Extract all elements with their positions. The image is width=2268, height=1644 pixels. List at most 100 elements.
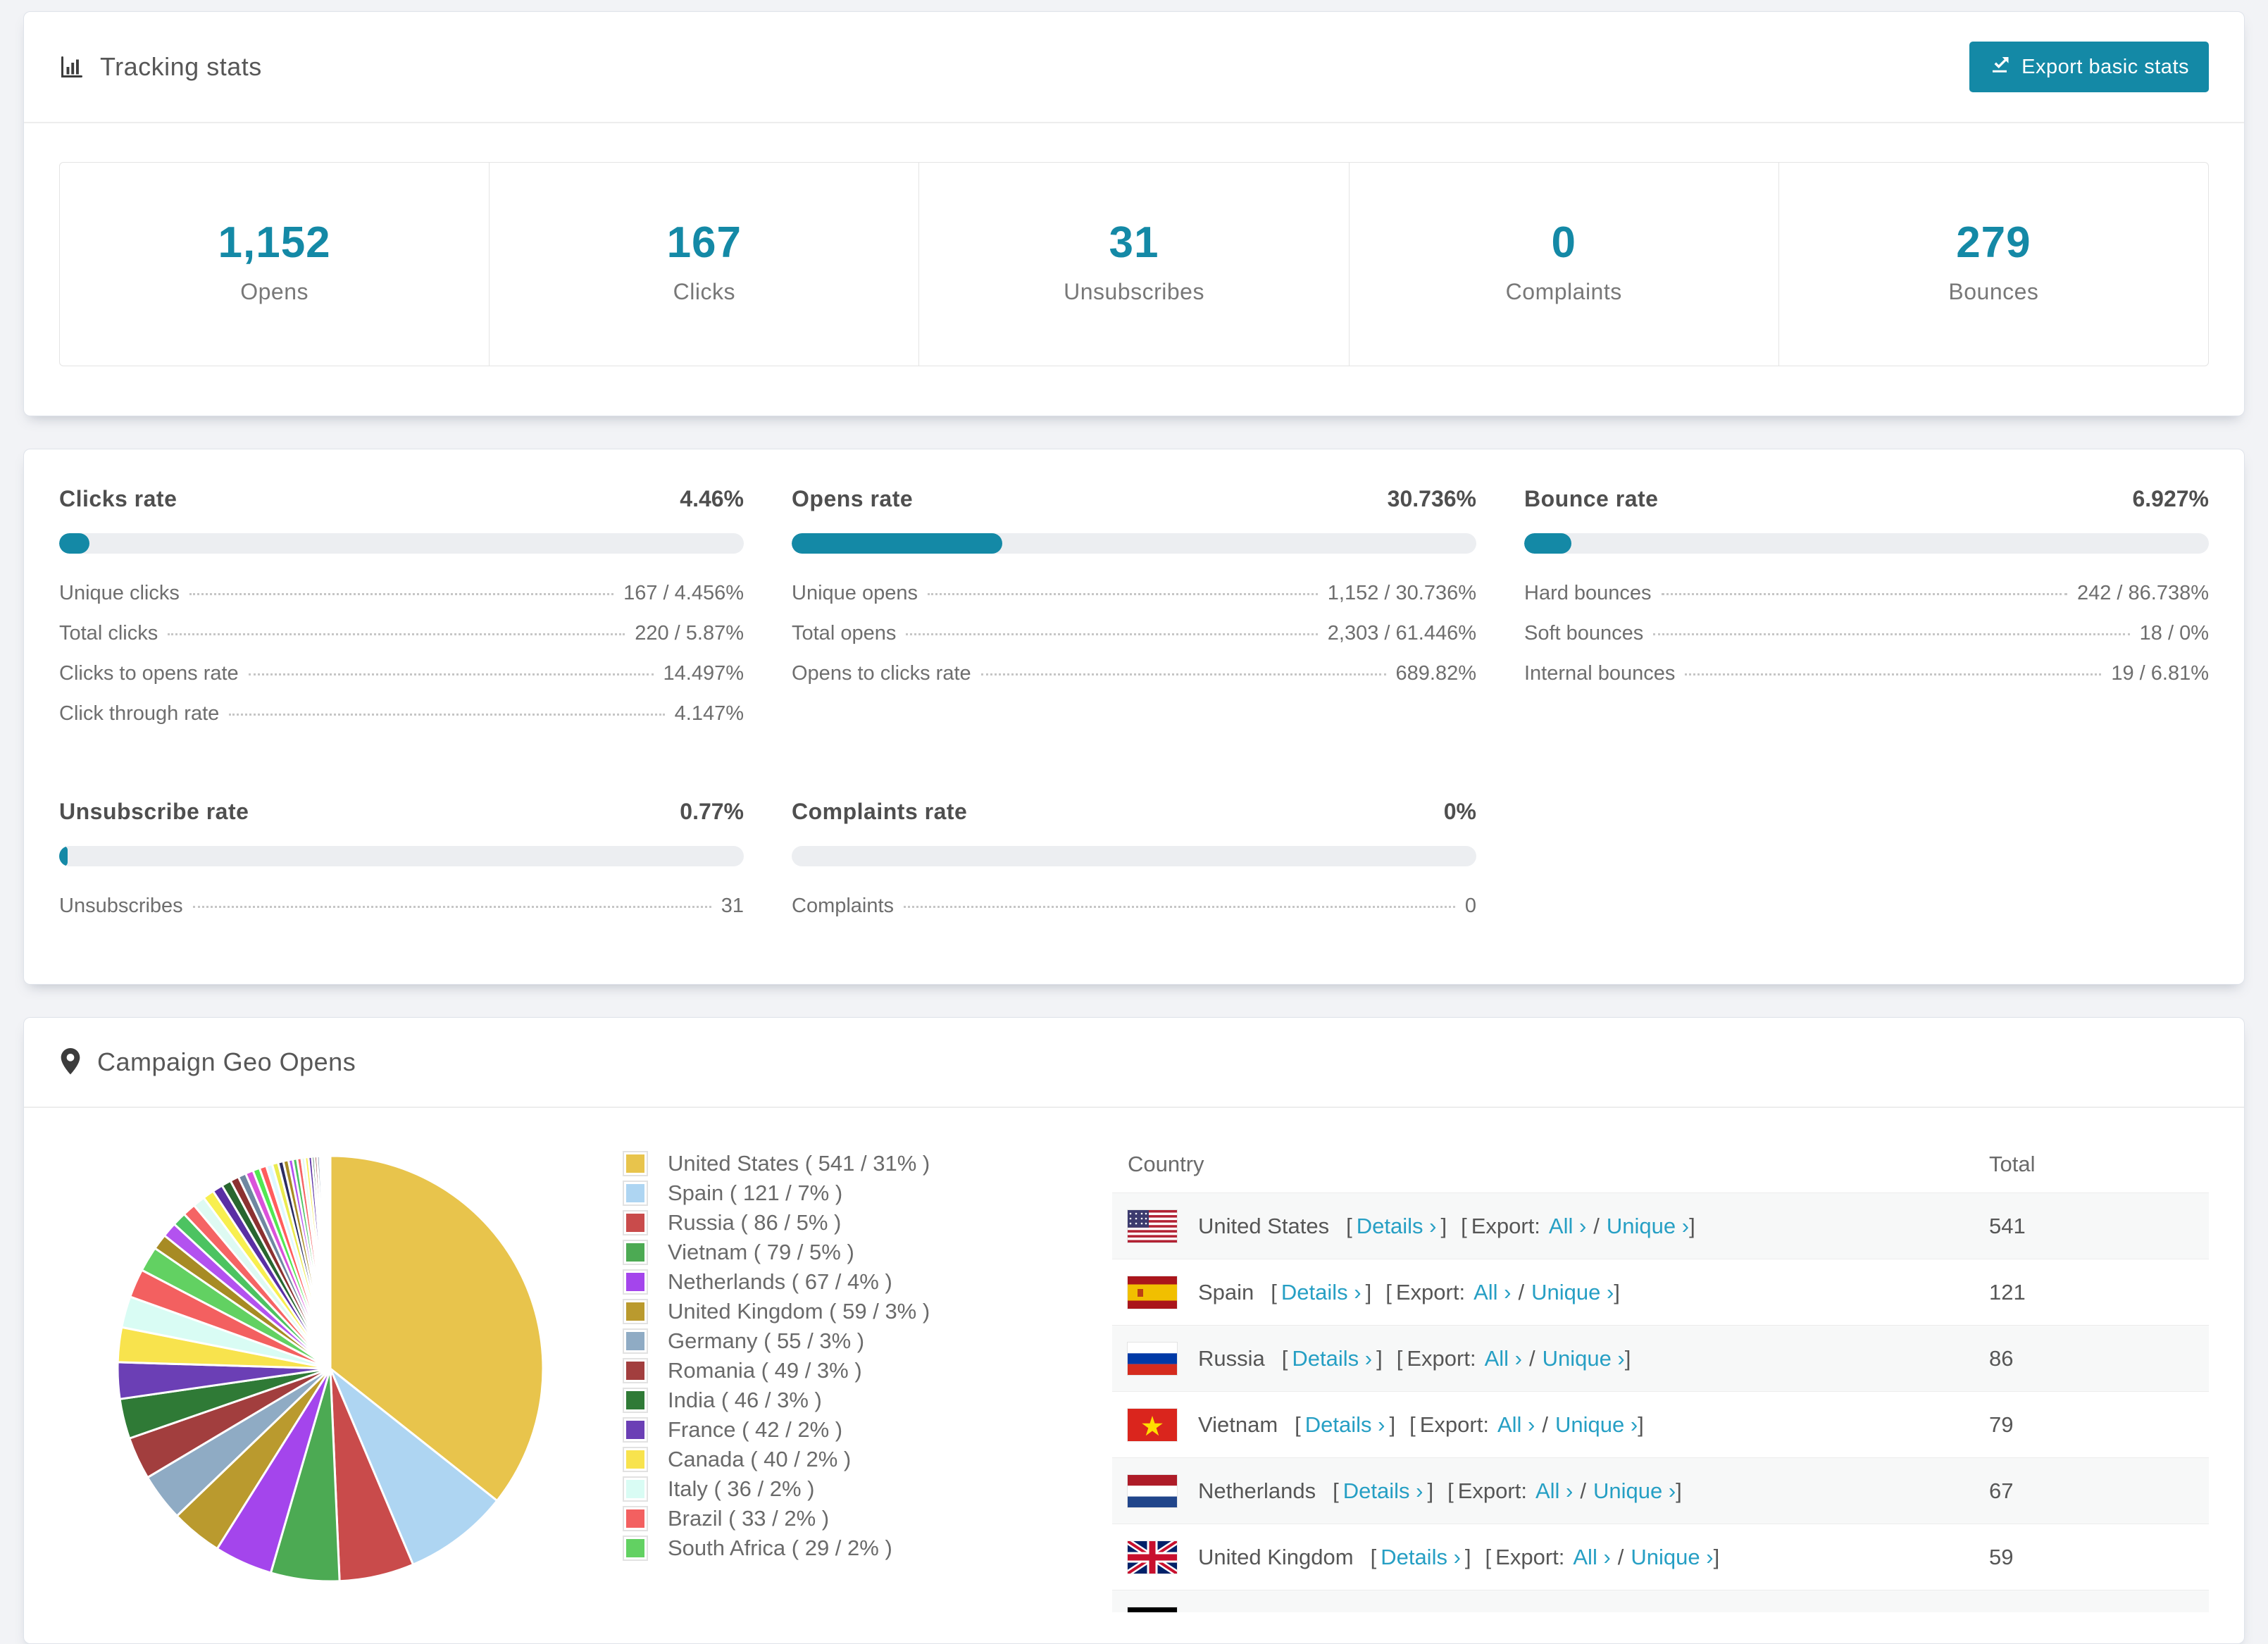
details-link[interactable]: Details ›	[1356, 1213, 1437, 1238]
rate-detail-label: Total clicks	[59, 622, 158, 644]
rate-detail-label: Click through rate	[59, 702, 220, 725]
total-cell: 79	[1989, 1412, 2014, 1437]
legend-item[interactable]: South Africa ( 29 / 2% )	[623, 1533, 1045, 1563]
export-unique-link[interactable]: Unique ›	[1606, 1213, 1690, 1238]
stats-strip: 1,152 Opens 167 Clicks 31 Unsubscribes 0…	[59, 162, 2209, 366]
legend-color-chip	[623, 1328, 648, 1354]
rates-card: Clicks rate 4.46% Unique clicks 167 / 4.…	[23, 449, 2245, 985]
legend-item[interactable]: Netherlands ( 67 / 4% )	[623, 1267, 1045, 1297]
page-title: Tracking stats	[100, 52, 262, 81]
export-label: Export:	[1430, 1611, 1499, 1613]
export-label: Export:	[1471, 1213, 1540, 1238]
legend-item[interactable]: Vietnam ( 79 / 5% )	[623, 1238, 1045, 1267]
rate-head: Bounce rate 6.927%	[1524, 486, 2209, 512]
rate-progress-bar	[792, 846, 1476, 866]
export-all-link[interactable]: All ›	[1548, 1213, 1587, 1238]
rate-progress-fill	[59, 846, 68, 866]
export-unique-link[interactable]: Unique ›	[1565, 1611, 1647, 1613]
details-link[interactable]: Details ›	[1342, 1478, 1423, 1503]
rate-value: 0%	[1443, 799, 1476, 824]
rate-detail-row: Unique opens 1,152 / 30.736%	[792, 582, 1476, 622]
legend-item[interactable]: United Kingdom ( 59 / 3% )	[623, 1297, 1045, 1326]
de-flag-icon	[1127, 1606, 1178, 1612]
details-link[interactable]: Details ›	[1315, 1611, 1395, 1613]
legend-item[interactable]: United States ( 541 / 31% )	[623, 1149, 1045, 1178]
country-name: Netherlands	[1198, 1478, 1316, 1503]
country-cell: Netherlands [Details ›] [Export: All › / Un…	[1127, 1474, 1989, 1508]
export-label: Export:	[1395, 1279, 1466, 1304]
legend-item[interactable]: Germany ( 55 / 3% )	[623, 1326, 1045, 1356]
legend-item[interactable]: Brazil ( 33 / 2% )	[623, 1504, 1045, 1533]
legend-label: United Kingdom ( 59 / 3% )	[668, 1299, 930, 1324]
geo-pie-chart[interactable]	[98, 1136, 563, 1629]
details-link[interactable]: Details ›	[1281, 1279, 1362, 1304]
geo-pie-legend: United States ( 541 / 31% ) Spain ( 121 …	[623, 1149, 1045, 1629]
rate-detail-label: Unique opens	[792, 582, 918, 604]
export-all-link[interactable]: All ›	[1535, 1478, 1574, 1503]
rate-detail-value: 689.82%	[1395, 662, 1477, 685]
legend-color-chip	[623, 1388, 648, 1413]
dotted-leader	[1661, 593, 2067, 595]
total-column-header: Total	[1989, 1152, 2036, 1176]
rate-block-unsubscribe-rate: Unsubscribe rate 0.77% Unsubscribes 31	[59, 799, 744, 935]
geo-table-row: Vietnam [Details ›] [Export: All › / Unique…	[1112, 1391, 2209, 1457]
legend-label: Brazil ( 33 / 2% )	[668, 1506, 830, 1531]
tracking-stats-card: Tracking stats Export basic stats 1,152 …	[23, 11, 2245, 416]
rate-detail-label: Hard bounces	[1524, 582, 1652, 604]
country-name: United Kingdom	[1198, 1544, 1354, 1569]
bounces-label: Bounces	[1948, 279, 2039, 304]
header-divider	[24, 122, 2244, 123]
export-unique-link[interactable]: Unique ›	[1542, 1345, 1625, 1371]
es-flag-icon	[1127, 1275, 1178, 1309]
rate-detail-row: Click through rate 4.147%	[59, 702, 744, 742]
legend-color-chip	[623, 1476, 648, 1502]
legend-label: Germany ( 55 / 3% )	[668, 1328, 865, 1353]
rate-rows: Unsubscribes 31	[59, 895, 744, 935]
legend-item[interactable]: Italy ( 36 / 2% )	[623, 1474, 1045, 1504]
legend-label: Russia ( 86 / 5% )	[668, 1210, 842, 1235]
rate-detail-label: Opens to clicks rate	[792, 662, 971, 685]
export-unique-link[interactable]: Unique ›	[1531, 1279, 1614, 1304]
geo-table-row: Russia [Details ›] [Export: All › / Unique …	[1112, 1325, 2209, 1391]
export-unique-link[interactable]: Unique ›	[1593, 1478, 1676, 1503]
country-name: Spain	[1198, 1279, 1254, 1304]
tracking-stats-header: Tracking stats Export basic stats	[24, 12, 2244, 122]
export-unique-link[interactable]: Unique ›	[1631, 1544, 1714, 1569]
stat-unsubscribes: 31 Unsubscribes	[919, 163, 1350, 366]
details-link[interactable]: Details ›	[1381, 1544, 1461, 1569]
legend-color-chip	[623, 1299, 648, 1324]
geo-table-row: Germany [Details ›] [Export:All ›/Unique…	[1112, 1590, 2209, 1612]
legend-item[interactable]: Spain ( 121 / 7% )	[623, 1178, 1045, 1208]
export-all-link[interactable]: All ›	[1497, 1412, 1535, 1437]
legend-item[interactable]: France ( 42 / 2% )	[623, 1415, 1045, 1445]
legend-item[interactable]: Russia ( 86 / 5% )	[623, 1208, 1045, 1238]
legend-item[interactable]: Romania ( 49 / 3% )	[623, 1356, 1045, 1385]
rate-rows: Complaints 0	[792, 895, 1476, 935]
details-link[interactable]: Details ›	[1292, 1345, 1373, 1371]
rate-block-bounce-rate: Bounce rate 6.927% Hard bounces 242 / 86…	[1524, 486, 2209, 742]
pie-slice[interactable]	[329, 1367, 499, 1566]
export-unique-link[interactable]: Unique ›	[1554, 1412, 1638, 1437]
dotted-leader	[1653, 633, 2130, 635]
export-basic-stats-button[interactable]: Export basic stats	[1969, 42, 2209, 92]
details-link[interactable]: Details ›	[1304, 1412, 1385, 1437]
legend-label: Vietnam ( 79 / 5% )	[668, 1240, 854, 1264]
stat-opens: 1,152 Opens	[60, 163, 490, 366]
export-all-link[interactable]: All ›	[1573, 1544, 1611, 1569]
country-cell: Russia [Details ›] [Export: All › / Unique …	[1127, 1341, 1989, 1376]
rate-detail-label: Soft bounces	[1524, 622, 1644, 644]
export-all-link[interactable]: All ›	[1507, 1611, 1545, 1613]
rate-value: 30.736%	[1387, 486, 1476, 511]
rate-progress-bar	[792, 533, 1476, 554]
legend-item[interactable]: India ( 46 / 3% )	[623, 1385, 1045, 1415]
export-all-link[interactable]: All ›	[1473, 1279, 1512, 1304]
rate-head: Unsubscribe rate 0.77%	[59, 799, 744, 825]
rate-rows: Hard bounces 242 / 86.738% Soft bounces …	[1524, 582, 2209, 702]
legend-item[interactable]: Canada ( 40 / 2% )	[623, 1445, 1045, 1474]
export-all-link[interactable]: All ›	[1484, 1345, 1522, 1371]
rate-detail-value: 2,303 / 61.446%	[1327, 622, 1476, 644]
pie-slice[interactable]	[329, 1154, 544, 1502]
dotted-leader	[906, 633, 1318, 635]
rate-detail-value: 19 / 6.81%	[2111, 662, 2209, 685]
rate-detail-label: Clicks to opens rate	[59, 662, 239, 685]
